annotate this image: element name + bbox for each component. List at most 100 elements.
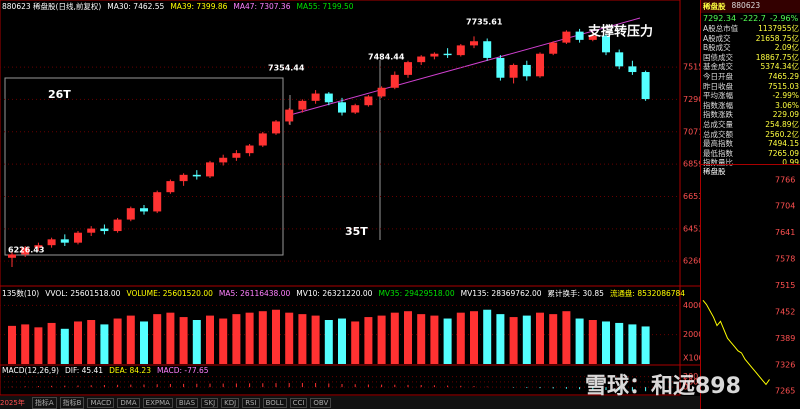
info-value: 7515.03 [767,81,799,91]
candle-body [192,174,201,177]
legend-entry: 累计换手: 30.85 [547,289,604,298]
candle-body [364,96,373,106]
tab[interactable]: RSI [242,397,260,408]
volume-bar [311,315,320,364]
volume-bar [245,312,254,364]
legend-entry: MACD: -77.65 [156,366,209,375]
chart-canvas: 6260 6453 6653 6859 7071 7290 7515 20000 40000 X1… [0,0,700,407]
candle-body [232,153,241,158]
volume-bar [298,314,307,364]
candle-body [338,102,346,113]
candle-body [483,41,492,58]
volume-bar [549,314,558,364]
legend-entry: MA47: 7307.36 [233,2,291,11]
annotation: 支撑转压力 [587,24,653,40]
legend-entry: MA30: 7462.55 [107,2,165,11]
legend-entry: VOLUME: 25601520.00 [126,289,213,298]
candle-body [47,239,56,246]
volume-bar [166,312,175,364]
volume-bar [126,315,135,364]
legend-entry: MV10: 26321220.00 [296,289,373,298]
volume-bar [206,315,214,364]
legend-entry: MA5: 26116438.00 [218,289,291,298]
volume-bar [153,314,162,364]
annotation: 7735.61 [466,18,503,27]
panel-title: MACD(12,26,9) [2,366,59,375]
quote-price: 7292.34 [703,14,737,23]
y-tick-label: 0 [683,383,688,392]
info-label: 最低指数 [703,148,733,158]
volume-header: 135数(10) VVOL: 25601518.00 VOLUME: 2560152… [2,288,691,299]
tab[interactable]: BOLL [262,397,287,408]
annotation: 26T [48,88,71,101]
footer: 2025年 指标A 指标B MACD DMA EXPMA BIAS SKJ KDJ RSI BOLL… [0,396,700,409]
name: 稀盘股 [703,2,726,11]
annotation: 6226.43 [8,246,44,255]
y-tick-label: 7641 [775,228,795,237]
tab[interactable]: KDJ [221,397,240,408]
sidebar: 7766 7704 7641 7578 7515 7452 7389 7326 7265 稀盘股 8… [700,0,800,409]
volume-bar [74,321,82,364]
legend-entry: MV135: 28369762.00 [460,289,542,298]
candle-body [272,121,280,134]
info-value: 18867.75亿 [755,52,799,62]
tab[interactable]: MACD [87,397,115,408]
candle-body [113,219,122,232]
candle-body [443,53,452,56]
legend-entry: MV35: 29429518.00 [378,289,455,298]
intraday-line [702,300,770,386]
main-header: 880623 稀盘股(日线,前复权) MA30: 7462.55 MA39: 739… [2,1,360,12]
candle-body [390,74,399,88]
info-value: 2560.2亿 [765,129,799,139]
y-tick-label: 6260 [683,257,700,266]
volume-bar [192,320,201,364]
info-row: 最高指数 7494.15 [701,139,800,149]
info-value: 254.89亿 [765,119,799,129]
candle-body [34,245,43,248]
info-value: 7265.09 [767,148,799,158]
candle-body [298,100,307,110]
tab[interactable]: EXPMA [142,397,173,408]
tab[interactable]: SKJ [201,397,219,408]
annotation: 7354.44 [268,64,305,73]
volume-bar [364,317,373,364]
info-label: A股总市值 [703,24,739,33]
volume-bar [324,320,333,364]
tab[interactable]: DMA [117,397,140,408]
tab[interactable]: BIAS [175,397,199,408]
volume-bar [179,317,188,364]
tab[interactable]: CCI [289,397,308,408]
sub-title: 稀盘股 [701,164,800,178]
candle-body [404,62,412,75]
y-tick-label: 7290 [683,95,700,104]
year: 2025年 [0,398,25,407]
annotation: 7484.44 [368,53,405,62]
info-row: A股总市值 1137955亿 [701,24,800,34]
volume-bar [456,312,465,364]
candle-body [430,53,439,57]
candle-body [8,254,16,258]
annotation: 35T [345,225,368,238]
volume-bar [390,312,399,364]
tab[interactable]: 指标B [59,396,85,409]
candle-body [258,133,267,146]
candle-body [602,35,610,53]
candle-body [562,31,571,43]
candle-body [140,208,148,212]
intraday-chart: 7766 7704 7641 7578 7515 7452 7389 7326 7265 [702,176,795,395]
volume-bar [602,321,610,364]
tab[interactable]: OBV [310,397,332,408]
chart-title: 880623 稀盘股(日线,前复权) [2,2,102,11]
candle-body [179,174,188,182]
volume-bar [60,328,69,364]
info-row: 最低指数 7265.09 [701,149,800,159]
candle-body [126,208,135,220]
volume-bar [285,312,294,364]
tab[interactable]: 指标A [31,396,57,409]
y-tick-label: 20000 [683,330,700,339]
info-label: 最高指数 [703,139,733,149]
info-row: 基金成交 5374.34亿 [701,62,800,72]
quote: 7292.34 -222.7 -2.96% [701,13,800,24]
info-value: -2.99% [772,91,799,101]
info-label: 昨日收盘 [703,81,733,91]
